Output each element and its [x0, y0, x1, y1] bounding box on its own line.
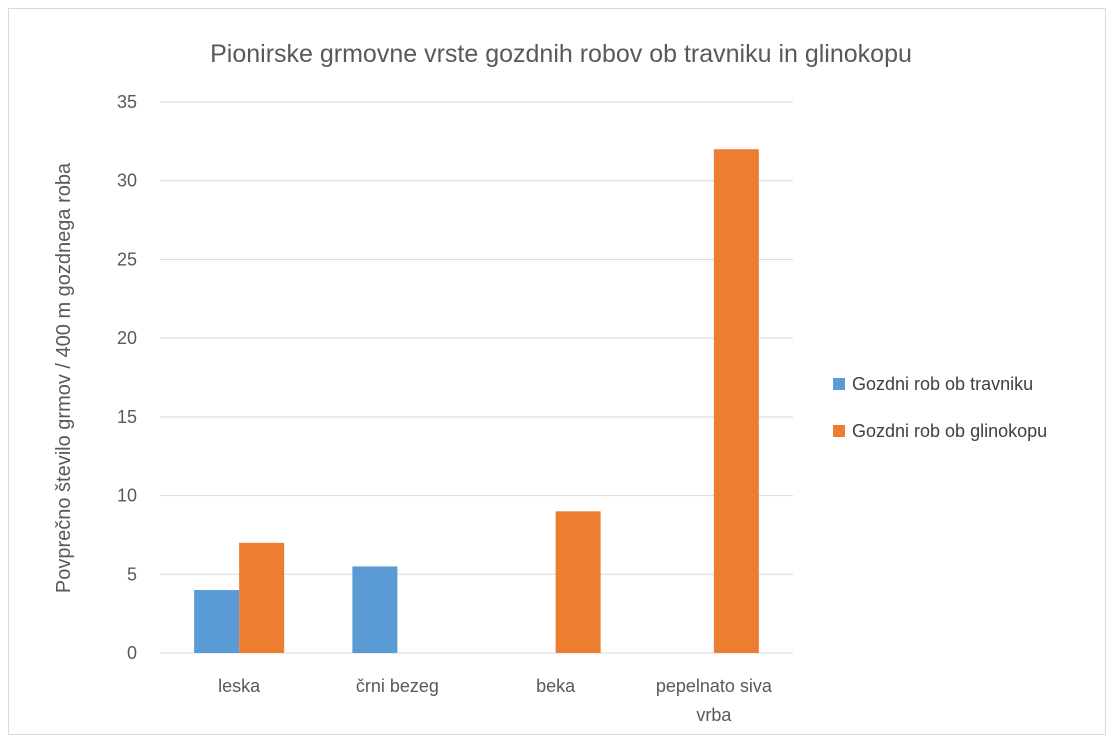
x-category-label: vrba [696, 705, 732, 725]
bar-travnik-0 [194, 590, 240, 653]
legend-swatch [833, 425, 845, 437]
y-tick-label: 15 [117, 407, 137, 427]
y-tick-label: 5 [127, 564, 137, 584]
legend-label: Gozdni rob ob travniku [852, 374, 1033, 394]
chart-title: Pionirske grmovne vrste gozdnih robov ob… [210, 40, 912, 68]
y-tick-label: 35 [117, 92, 137, 112]
bars [194, 149, 759, 653]
x-category-label: črni bezeg [356, 676, 439, 696]
y-axis-title: Povprečno število grmov / 400 m gozdnega… [53, 162, 75, 593]
y-tick-label: 30 [117, 171, 137, 191]
x-category-label: leska [218, 676, 261, 696]
legend: Gozdni rob ob travniku Gozdni rob ob glin… [833, 374, 1047, 441]
bar-glinokop-0 [239, 542, 285, 653]
bar-glinokop-2 [555, 511, 601, 653]
bar-glinokop-3 [713, 149, 759, 653]
x-category-label: beka [536, 676, 576, 696]
legend-swatch [833, 378, 845, 390]
legend-label: Gozdni rob ob glinokopu [852, 421, 1047, 441]
y-tick-label: 20 [117, 328, 137, 348]
y-axis-ticks: 0 5 10 15 20 25 30 35 [117, 92, 137, 663]
y-tick-label: 25 [117, 249, 137, 269]
x-axis-labels: leska črni bezeg beka pepelnato siva vrba [218, 676, 773, 725]
y-tick-label: 10 [117, 486, 137, 506]
x-category-label: pepelnato siva [656, 676, 773, 696]
bar-travnik-1 [352, 566, 398, 653]
y-tick-label: 0 [127, 643, 137, 663]
